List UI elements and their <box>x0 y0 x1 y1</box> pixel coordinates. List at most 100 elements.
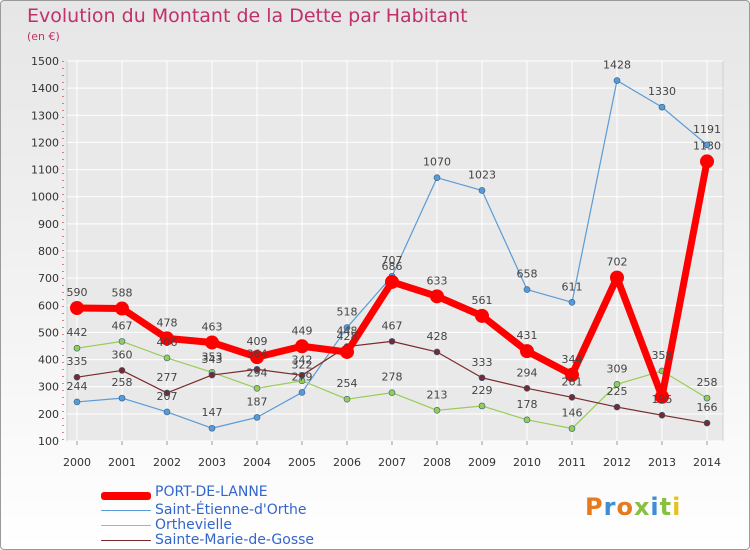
series-point-0 <box>340 344 354 359</box>
data-label: 1428 <box>603 59 631 72</box>
series-point-1 <box>298 389 306 396</box>
data-label: 225 <box>607 385 628 398</box>
series-point-1 <box>658 103 666 111</box>
data-label: 279 <box>292 370 313 383</box>
data-label: 254 <box>337 377 358 390</box>
series-point-3 <box>118 367 126 374</box>
data-label: 633 <box>427 274 448 287</box>
series-point-1 <box>253 414 261 421</box>
data-label: 707 <box>382 254 403 267</box>
series-point-2 <box>343 395 351 403</box>
series-point-2 <box>253 385 261 392</box>
data-label: 277 <box>157 371 178 384</box>
series-point-0 <box>610 270 624 285</box>
legend-swatch-port-de-lanne <box>101 492 151 500</box>
data-label: 409 <box>247 335 268 348</box>
y-tick-label: 1000 <box>31 191 59 204</box>
legend-swatch-orthevielle <box>101 525 151 526</box>
data-label: 258 <box>697 376 718 389</box>
data-label: 1330 <box>648 85 676 98</box>
data-labels: 244 258 207 147 187 279 518 707 1070 1023 658 611 14… <box>67 59 722 420</box>
y-tick-label: 800 <box>38 245 59 258</box>
series-point-1 <box>478 187 486 194</box>
series-point-2 <box>703 394 711 402</box>
y-tick-label: 1100 <box>31 164 59 177</box>
series-point-0 <box>160 331 174 346</box>
series-point-0 <box>250 350 264 365</box>
x-tick-label: 2012 <box>603 456 631 469</box>
data-label: 658 <box>517 268 538 281</box>
data-label: 449 <box>292 324 313 337</box>
logo-letter: i <box>650 493 660 521</box>
data-label: 442 <box>67 326 88 339</box>
data-label: 428 <box>427 330 448 343</box>
series-point-3 <box>523 385 531 392</box>
series-point-1 <box>613 77 621 84</box>
data-label: 360 <box>112 348 133 361</box>
series-point-0 <box>115 301 129 316</box>
x-tick-label: 2000 <box>63 456 91 469</box>
x-tick-label: 2005 <box>288 456 316 469</box>
data-label: 294 <box>247 366 268 379</box>
data-label: 146 <box>562 407 583 420</box>
data-label: 590 <box>67 286 88 299</box>
logo-letter: r <box>603 493 617 521</box>
series-point-2 <box>73 344 81 352</box>
x-tick-label: 2008 <box>423 456 451 469</box>
data-label: 207 <box>157 390 178 403</box>
series-point-0 <box>430 289 444 304</box>
series-point-1 <box>118 394 126 402</box>
data-label: 147 <box>202 406 223 419</box>
series-point-2 <box>568 425 576 432</box>
y-tick-label: 500 <box>38 326 59 339</box>
series-point-3 <box>298 372 306 379</box>
x-tick-label: 2011 <box>558 456 586 469</box>
series-point-1 <box>208 424 216 432</box>
series-point-2 <box>523 416 531 424</box>
logo-letter: P <box>585 493 604 521</box>
legend-swatch-sainte-marie-de-gosse <box>101 540 151 541</box>
y-tick-label: 600 <box>38 299 59 312</box>
series-point-0 <box>70 301 84 315</box>
series-point-3 <box>478 374 486 382</box>
data-label: 1191 <box>693 123 721 136</box>
data-label: 333 <box>472 356 493 369</box>
y-tick-label: 300 <box>38 381 59 394</box>
data-label: 278 <box>382 371 403 384</box>
series-point-1 <box>568 298 576 306</box>
data-label: 1023 <box>468 168 496 181</box>
y-tick-label: 1500 <box>31 55 59 68</box>
x-tick-label: 2004 <box>243 456 271 469</box>
data-label: 1130 <box>693 139 721 152</box>
series-point-0 <box>700 154 714 169</box>
gridlines <box>67 60 723 442</box>
series-point-3 <box>613 403 621 411</box>
data-label: 294 <box>517 366 538 379</box>
data-label: 588 <box>112 287 133 300</box>
data-label: 258 <box>112 376 133 389</box>
data-label: 261 <box>562 375 583 388</box>
series-point-1 <box>343 324 351 331</box>
y-tick-label: 900 <box>38 218 59 231</box>
chart-unit-label: (en €) <box>27 30 60 43</box>
legend-swatch-saint-etienne-d-orthe <box>101 510 151 511</box>
series-point-0 <box>475 308 489 323</box>
series-point-3 <box>433 348 441 356</box>
series-point-3 <box>73 373 81 381</box>
series-point-3 <box>568 393 576 401</box>
data-label: 166 <box>697 401 718 414</box>
data-label: 343 <box>202 353 223 366</box>
y-tick-label: 100 <box>38 435 59 448</box>
y-tick-label: 1200 <box>31 136 59 149</box>
x-tick-label: 2009 <box>468 456 496 469</box>
series-group <box>70 77 714 432</box>
x-tick-label: 2007 <box>378 456 406 469</box>
series-point-0 <box>655 389 669 404</box>
proxiti-logo: Proxiti <box>585 493 681 521</box>
x-tick-label: 2003 <box>198 456 226 469</box>
series-point-0 <box>520 344 534 359</box>
data-label: 478 <box>157 316 178 329</box>
data-label: 518 <box>337 306 358 319</box>
data-label: 344 <box>562 353 583 366</box>
